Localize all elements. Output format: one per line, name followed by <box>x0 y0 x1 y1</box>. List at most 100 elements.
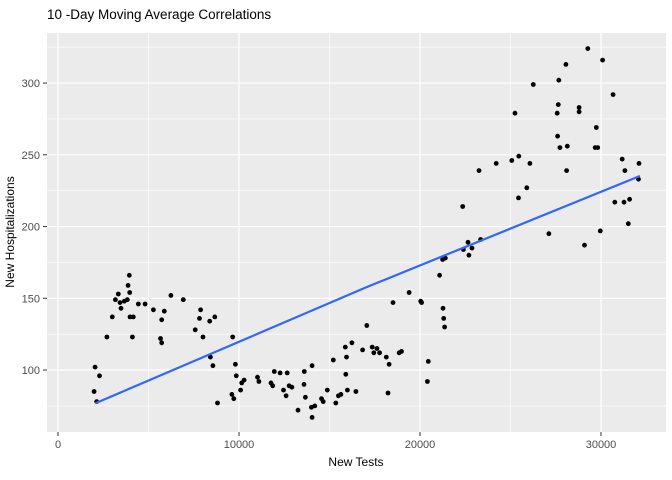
data-point <box>369 344 375 350</box>
data-point <box>130 314 136 320</box>
data-point <box>161 308 167 314</box>
data-point <box>271 369 277 374</box>
data-point <box>256 379 262 384</box>
data-point <box>212 314 218 320</box>
data-point <box>619 156 625 162</box>
data-point <box>476 168 482 174</box>
trend-line <box>94 175 641 405</box>
data-point <box>419 300 424 305</box>
data-point <box>441 316 447 321</box>
y-tick-label: 100 <box>22 365 40 377</box>
data-point <box>555 133 560 139</box>
y-tick-label: 300 <box>22 78 40 90</box>
data-point <box>466 252 472 258</box>
data-point <box>585 46 591 51</box>
data-point <box>493 161 499 166</box>
data-point <box>440 305 446 311</box>
data-point <box>576 109 582 115</box>
data-point <box>556 77 562 83</box>
data-point <box>442 324 447 330</box>
data-point <box>364 323 370 328</box>
data-point <box>621 199 627 205</box>
x-tick-label: 10000 <box>224 439 255 451</box>
data-point <box>109 314 115 320</box>
data-point <box>516 195 521 201</box>
data-point <box>125 283 131 288</box>
data-point <box>460 204 466 209</box>
data-point <box>512 110 518 116</box>
plot-panel: 0 10000 20000 30000 100 150 200 250 300 <box>22 33 666 451</box>
data-point <box>117 300 123 305</box>
data-point <box>255 374 260 380</box>
data-point <box>192 327 198 333</box>
data-point <box>406 290 412 295</box>
data-point <box>241 377 247 383</box>
data-point <box>142 301 148 307</box>
data-point <box>151 307 156 313</box>
data-point <box>610 92 616 97</box>
x-tick-label: 20000 <box>405 439 436 451</box>
data-point <box>198 307 204 313</box>
y-axis-title: New Hospitalizations <box>3 176 17 287</box>
data-point <box>349 340 355 346</box>
data-point <box>593 125 599 130</box>
data-point <box>233 373 239 379</box>
data-point <box>425 379 430 384</box>
y-tick-label: 200 <box>22 222 40 234</box>
data-point <box>465 239 471 245</box>
data-point <box>469 245 475 251</box>
data-point <box>324 387 330 393</box>
data-point <box>118 305 124 311</box>
data-point <box>576 105 582 110</box>
data-point <box>342 344 348 350</box>
data-point <box>91 389 97 394</box>
y-tick-label: 150 <box>22 293 40 305</box>
data-point <box>425 359 431 364</box>
data-point <box>127 314 133 320</box>
data-point <box>309 415 315 420</box>
data-point <box>289 384 295 390</box>
data-point <box>390 300 396 305</box>
data-point <box>600 57 605 63</box>
data-point <box>113 297 118 303</box>
data-point <box>312 403 318 409</box>
data-point <box>371 350 377 356</box>
x-axis-title: New Tests <box>328 455 383 469</box>
data-point <box>509 158 515 163</box>
data-point <box>557 145 563 151</box>
data-point <box>546 231 552 237</box>
data-point <box>524 185 530 191</box>
data-point <box>158 336 163 341</box>
data-point <box>345 387 350 393</box>
data-point <box>333 400 339 406</box>
data-point <box>238 387 244 393</box>
data-point <box>627 196 632 202</box>
data-point <box>124 297 130 303</box>
data-point <box>92 364 98 370</box>
data-point <box>383 354 389 360</box>
data-point <box>377 350 382 356</box>
data-point <box>104 334 110 340</box>
data-point <box>309 363 315 369</box>
data-point <box>516 153 522 159</box>
data-point <box>301 382 307 387</box>
y-tick-label: 250 <box>22 150 40 162</box>
data-point <box>597 228 603 234</box>
x-tick-label: 0 <box>55 439 61 451</box>
data-point <box>230 334 236 340</box>
data-point <box>612 199 618 205</box>
data-point <box>136 301 141 307</box>
data-point <box>360 347 365 353</box>
data-point <box>229 392 235 397</box>
data-point <box>159 317 165 323</box>
data-point <box>284 370 290 376</box>
data-point <box>97 373 102 379</box>
data-point <box>385 390 391 396</box>
data-point <box>281 387 286 393</box>
data-point <box>231 396 237 402</box>
data-point <box>625 221 631 227</box>
data-point <box>636 161 642 166</box>
data-point <box>270 383 276 389</box>
